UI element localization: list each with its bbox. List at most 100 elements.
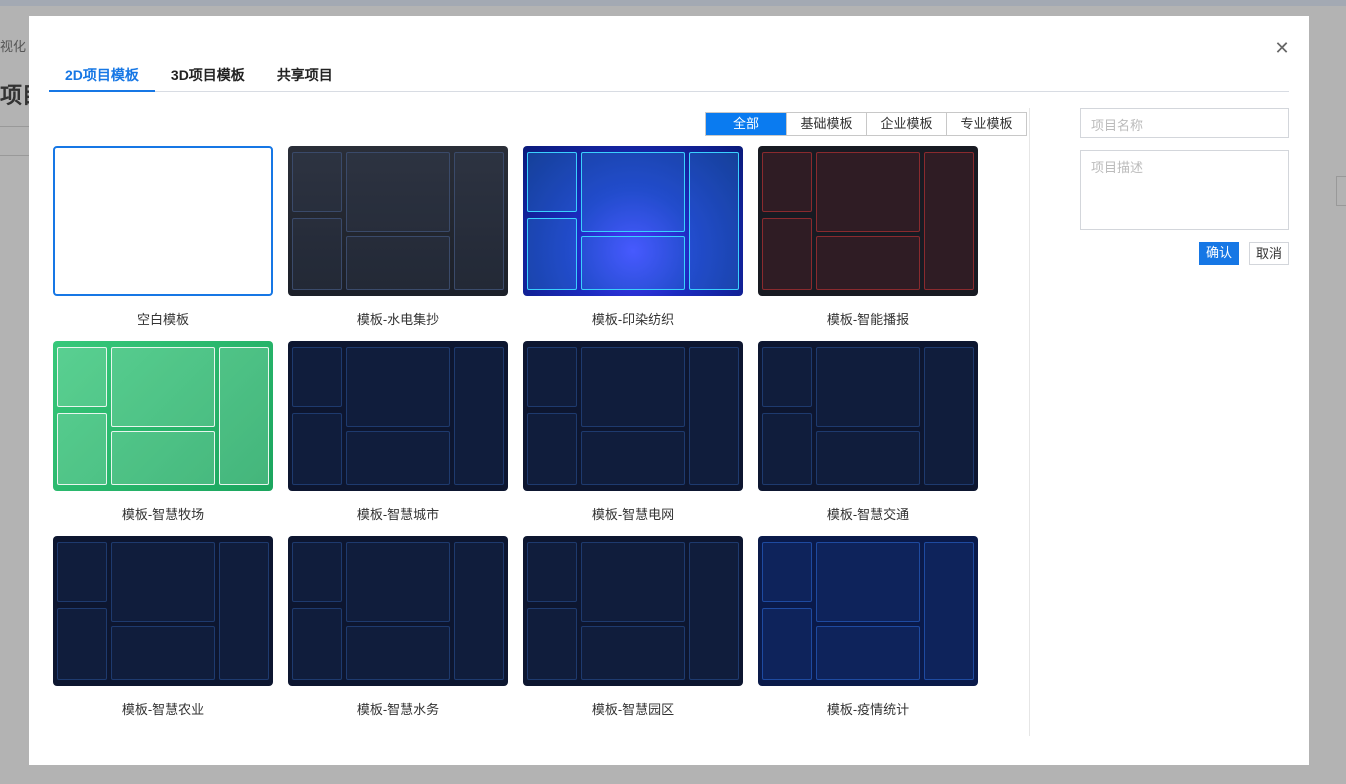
template-filter: 全部 基础模板 企业模板 专业模板 — [705, 112, 1027, 136]
thumbnail-panel — [346, 542, 450, 622]
template-card[interactable]: 模板-水电集抄 — [288, 146, 508, 328]
thumbnail-panel — [816, 152, 920, 232]
template-card[interactable]: 模板-智慧园区 — [523, 536, 743, 718]
template-label: 模板-智慧牧场 — [121, 507, 205, 522]
thumbnail-panel — [111, 542, 215, 622]
thumbnail-panel — [527, 152, 577, 212]
template-thumbnail — [758, 146, 978, 296]
template-label: 模板-智能播报 — [826, 312, 910, 327]
thumbnail-panel — [111, 347, 215, 427]
thumbnail-panel — [292, 608, 342, 680]
thumbnail-panel — [292, 347, 342, 407]
background-breadcrumb: 视化 — [0, 39, 27, 54]
tab-3d-templates[interactable]: 3D项目模板 — [170, 67, 245, 83]
thumbnail-panel — [292, 542, 342, 602]
template-card[interactable]: 模板-智慧电网 — [523, 341, 743, 523]
filter-enterprise[interactable]: 企业模板 — [866, 113, 946, 135]
template-thumbnail — [523, 341, 743, 491]
template-card[interactable]: 模板-疫情统计 — [758, 536, 978, 718]
thumbnail-panel — [111, 626, 215, 680]
thumbnail-panel — [346, 626, 450, 680]
thumbnail-panel — [581, 152, 685, 232]
thumbnail-panel — [292, 413, 342, 485]
template-card[interactable]: 模板-印染纺织 — [523, 146, 743, 328]
thumbnail-panel — [454, 542, 504, 680]
template-label: 模板-智慧电网 — [591, 507, 675, 522]
template-thumbnail — [758, 536, 978, 686]
thumbnail-panel — [762, 347, 812, 407]
template-thumbnail — [758, 341, 978, 491]
thumbnail-panel — [762, 413, 812, 485]
close-icon[interactable]: ✕ — [1274, 38, 1290, 58]
confirm-button[interactable]: 确认 — [1199, 242, 1239, 265]
project-description-input[interactable]: 项目描述 — [1080, 150, 1289, 230]
tab-shared-projects[interactable]: 共享项目 — [276, 67, 333, 83]
thumbnail-panel — [581, 236, 685, 290]
background-top-bar — [0, 0, 1346, 6]
thumbnail-panel — [816, 236, 920, 290]
background-button — [1336, 176, 1346, 206]
thumbnail-panel — [816, 431, 920, 485]
thumbnail-panel — [689, 542, 739, 680]
thumbnail-panel — [346, 431, 450, 485]
thumbnail-panel — [454, 152, 504, 290]
thumbnail-panel — [527, 542, 577, 602]
thumbnail-panel — [581, 347, 685, 427]
template-label: 模板-智慧水务 — [356, 702, 440, 717]
template-thumbnail — [288, 341, 508, 491]
filter-basic[interactable]: 基础模板 — [786, 113, 866, 135]
thumbnail-panel — [581, 626, 685, 680]
template-label: 模板-印染纺织 — [591, 312, 675, 327]
thumbnail-panel — [57, 542, 107, 602]
template-thumbnail — [53, 146, 273, 296]
background-divider — [0, 126, 30, 127]
thumbnail-panel — [924, 542, 974, 680]
template-thumbnail — [523, 536, 743, 686]
thumbnail-panel — [57, 347, 107, 407]
thumbnail-panel — [57, 608, 107, 680]
project-name-input[interactable]: 项目名称 — [1080, 108, 1289, 138]
template-card[interactable]: 模板-智慧农业 — [53, 536, 273, 718]
template-label: 空白模板 — [136, 312, 189, 327]
template-thumbnail — [288, 146, 508, 296]
thumbnail-panel — [219, 542, 269, 680]
thumbnail-panel — [924, 152, 974, 290]
template-thumbnail — [53, 536, 273, 686]
template-thumbnail — [523, 146, 743, 296]
template-label: 模板-智慧园区 — [591, 702, 675, 717]
template-label: 模板-疫情统计 — [826, 702, 910, 717]
thumbnail-panel — [762, 152, 812, 212]
thumbnail-panel — [292, 152, 342, 212]
thumbnail-panel — [924, 347, 974, 485]
thumbnail-panel — [527, 218, 577, 290]
thumbnail-panel — [689, 152, 739, 290]
thumbnail-panel — [111, 431, 215, 485]
template-card[interactable]: 模板-智慧交通 — [758, 341, 978, 523]
background-divider — [0, 155, 30, 156]
template-card[interactable]: 模板-智能播报 — [758, 146, 978, 328]
template-label: 模板-智慧交通 — [826, 507, 910, 522]
thumbnail-panel — [581, 431, 685, 485]
thumbnail-panel — [527, 347, 577, 407]
template-label: 模板-智慧农业 — [121, 702, 205, 717]
vertical-divider — [1029, 108, 1030, 736]
tab-2d-templates[interactable]: 2D项目模板 — [49, 64, 155, 92]
thumbnail-panel — [346, 152, 450, 232]
template-label: 模板-水电集抄 — [356, 312, 440, 327]
template-thumbnail — [288, 536, 508, 686]
template-card[interactable]: 空白模板 — [53, 146, 273, 328]
template-card[interactable]: 模板-智慧城市 — [288, 341, 508, 523]
template-card[interactable]: 模板-智慧水务 — [288, 536, 508, 718]
thumbnail-panel — [219, 347, 269, 485]
thumbnail-panel — [816, 347, 920, 427]
thumbnail-panel — [292, 218, 342, 290]
template-thumbnail — [53, 341, 273, 491]
new-project-modal: ✕ 2D项目模板 3D项目模板 共享项目 全部 基础模板 企业模板 专业模板 空… — [29, 16, 1309, 765]
thumbnail-panel — [346, 236, 450, 290]
filter-professional[interactable]: 专业模板 — [946, 113, 1026, 135]
thumbnail-panel — [346, 347, 450, 427]
cancel-button[interactable]: 取消 — [1249, 242, 1289, 265]
filter-all[interactable]: 全部 — [706, 113, 786, 135]
thumbnail-panel — [454, 347, 504, 485]
template-card[interactable]: 模板-智慧牧场 — [53, 341, 273, 523]
